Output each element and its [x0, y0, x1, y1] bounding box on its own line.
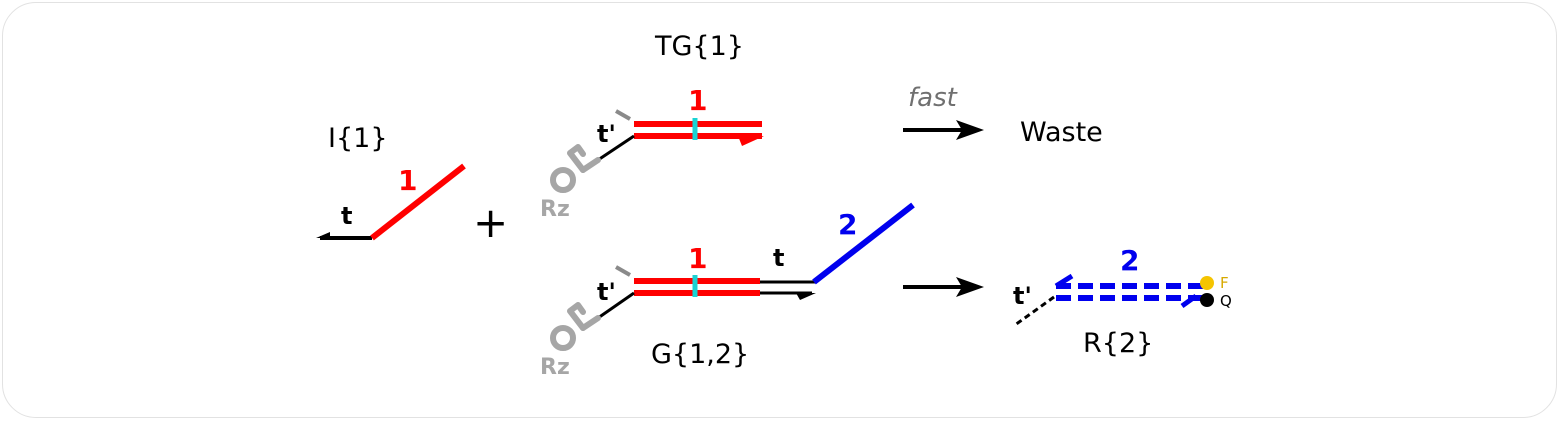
reporter-toehold-label: t' — [1013, 282, 1032, 310]
invader-name: I{1} — [328, 123, 388, 154]
invader-toehold-hook — [316, 232, 330, 238]
fluorophore-label: F — [1220, 274, 1229, 292]
fast-reaction-arrowhead — [956, 120, 984, 140]
threshold-gate-name: TG{1} — [654, 31, 744, 62]
quencher-label: Q — [1220, 292, 1232, 310]
threshold-gate-strand-end — [738, 136, 764, 146]
threshold-gate-grey-hook — [615, 109, 631, 121]
threshold-gate: TG{1} 1 t' Rz — [540, 31, 764, 222]
reporter-name: R{2} — [1083, 328, 1153, 359]
gate-name: G{1,2} — [651, 339, 749, 370]
gate-output-strand — [812, 202, 915, 285]
gate-left-toehold-label: t' — [597, 278, 616, 306]
waste-product-label: Waste — [1020, 117, 1103, 148]
plus-sign: + — [473, 198, 508, 247]
gate-toehold-end — [796, 293, 816, 300]
gate-ribozyme-icon — [550, 302, 601, 351]
invader-toehold-label: t — [341, 202, 352, 230]
reporter-complex: 2 t' F Q R{2} — [1013, 244, 1232, 359]
reporter-top-end — [1054, 273, 1074, 289]
fast-rate-label: fast — [908, 83, 958, 113]
fast-reaction: fast Waste — [903, 83, 1103, 148]
threshold-gate-domain-label: 1 — [688, 84, 707, 117]
gate-grey-hook — [615, 265, 631, 277]
gate-output-domain-label: 2 — [838, 208, 857, 241]
invader-domain-1-segment — [370, 163, 466, 241]
fluorophore-dot — [1200, 276, 1214, 290]
gate-complex: 1 t 2 t' Rz G{1,2} — [540, 202, 915, 380]
threshold-gate-ribozyme-label: Rz — [540, 197, 570, 222]
invader-domain-label: 1 — [398, 164, 417, 197]
reporter-reaction-arrowhead — [956, 277, 984, 297]
threshold-gate-toehold-label: t' — [597, 120, 616, 148]
reporter-toehold-segment — [1014, 295, 1055, 327]
reporter-reaction — [903, 277, 984, 297]
gate-domain-1-label: 1 — [688, 242, 707, 275]
reporter-bottom-end — [1180, 293, 1198, 309]
quencher-dot — [1200, 293, 1214, 307]
gate-left-toehold-segment — [597, 291, 635, 320]
threshold-gate-ribozyme-icon — [550, 144, 601, 193]
gate-ribozyme-label: Rz — [540, 355, 570, 380]
reporter-domain-label: 2 — [1120, 244, 1139, 277]
gate-right-toehold-label: t — [773, 244, 784, 272]
threshold-gate-toehold-segment — [597, 134, 635, 162]
invader-strand: I{1} t 1 — [316, 123, 466, 241]
